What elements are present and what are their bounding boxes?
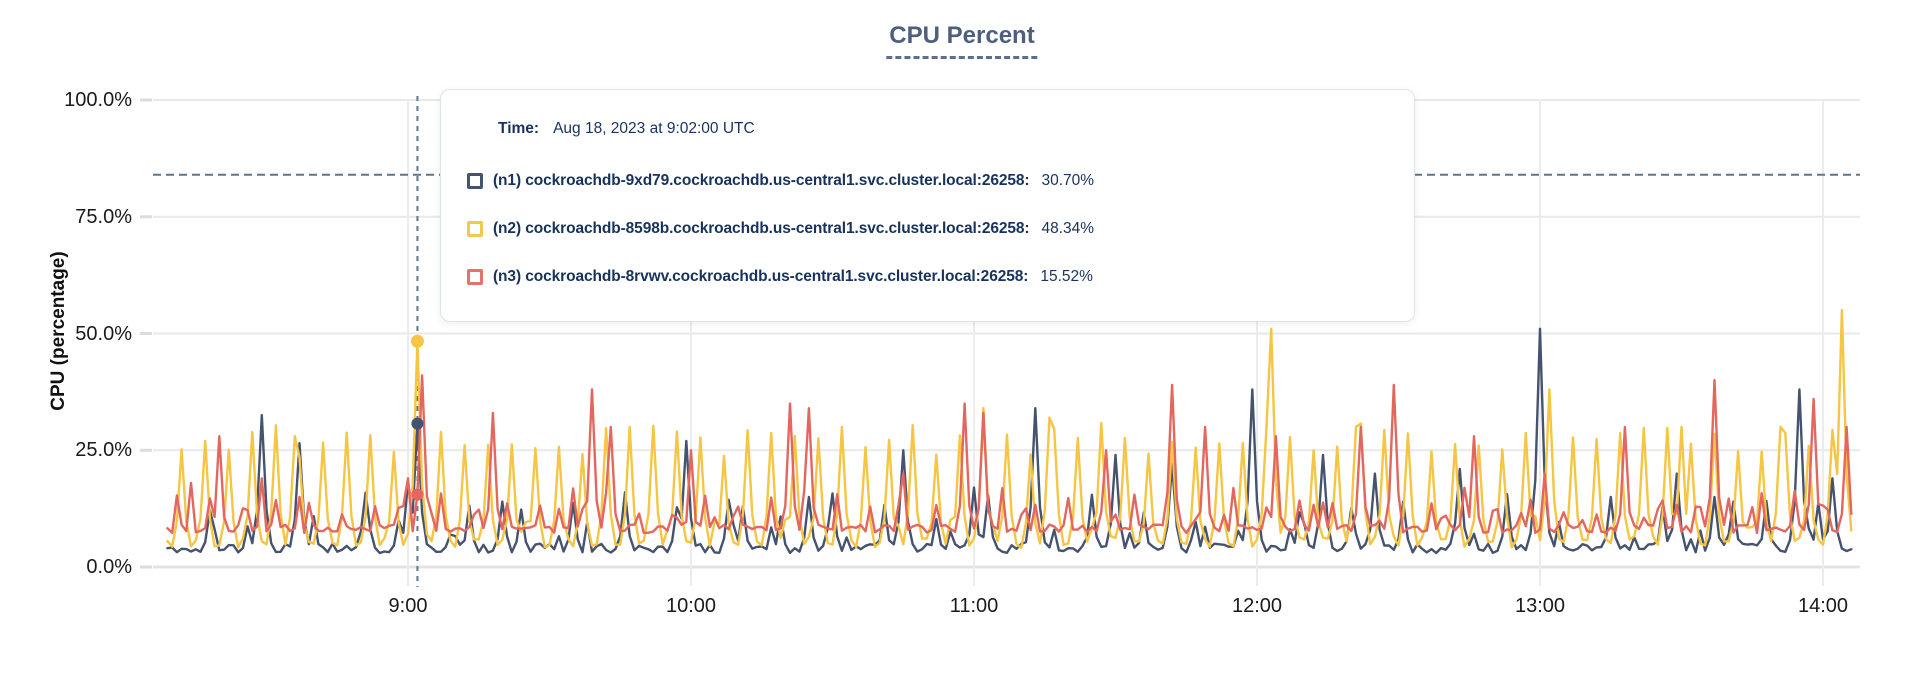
series-marker-n3-icon [467,269,483,285]
tooltip-series-label-n1: (n1) cockroachdb-9xd79.cockroachdb.us-ce… [493,172,1030,189]
series-line-n3 [166,374,1853,535]
x-tick-label: 13:00 [1514,595,1566,617]
x-tick-label: 11:00 [949,595,999,617]
crosshair-dot-n2 [410,334,424,348]
tooltip-time-label: Time: [498,120,540,137]
chart-title-text: CPU Percent [889,22,1035,49]
tooltip-series-row-n2: (n2) cockroachdb-8598b.cockroachdb.us-ce… [467,218,1394,240]
tooltip-series-label-n3: (n3) cockroachdb-8rvwv.cockroachdb.us-ce… [493,268,1029,285]
series-line-n2 [166,308,1853,550]
y-tick-label: 25.0% [75,439,132,462]
tooltip-series-row-n1: (n1) cockroachdb-9xd79.cockroachdb.us-ce… [467,170,1394,192]
tooltip-time-row: Time: Aug 18, 2023 at 9:02:00 UTC [498,119,1394,138]
y-tick-label: 100.0% [64,89,132,111]
chart-title: CPU Percent [886,22,1038,59]
x-tick-label: 14:00 [1797,595,1849,617]
x-tick-label: 12:00 [1231,595,1283,617]
x-tick-label: 10:00 [665,595,717,617]
tooltip-series-row-n3: (n3) cockroachdb-8rvwv.cockroachdb.us-ce… [467,266,1394,288]
tooltip-time-value: Aug 18, 2023 at 9:02:00 UTC [553,120,755,137]
tooltip-series-value-n1: 30.70% [1041,172,1095,189]
crosshair-dot-n3 [411,488,424,501]
crosshair-dot-n1 [411,417,424,430]
y-tick-label: 75.0% [75,205,132,228]
tooltip-series-value-n3: 15.52% [1040,268,1093,285]
tooltip-series-label-n2: (n2) cockroachdb-8598b.cockroachdb.us-ce… [493,220,1030,237]
tooltip-series-value-n2: 48.34% [1041,220,1095,237]
series-marker-n1-icon [467,173,483,189]
series-line-n1 [166,327,1853,555]
y-tick-label: 50.0% [75,322,132,345]
y-tick-label: 0.0% [86,556,132,578]
series-marker-n2-icon [467,221,483,237]
x-tick-label: 9:00 [388,595,428,617]
chart-tooltip: Time: Aug 18, 2023 at 9:02:00 UTC (n1) co… [440,89,1415,322]
